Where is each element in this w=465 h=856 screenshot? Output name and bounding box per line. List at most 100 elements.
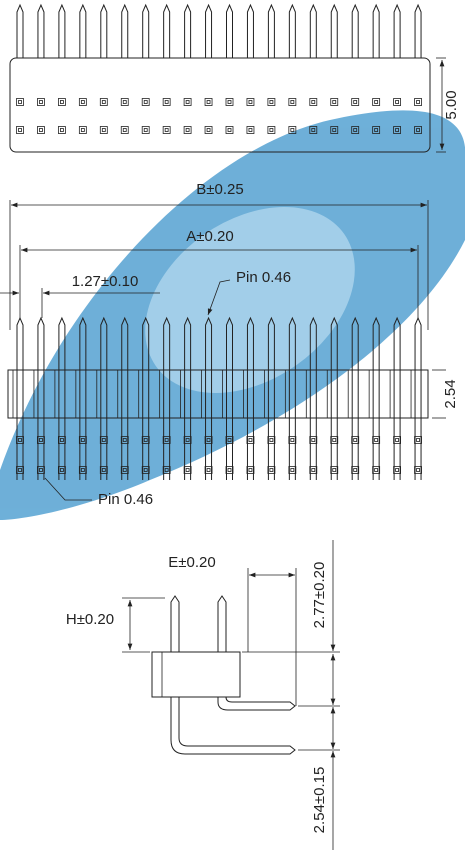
pin-pad [372,98,381,106]
pin [142,3,150,58]
side-view: E±0.20 H±0.20 2.77±0.20 2.54±0.15 [66,540,340,850]
pin-pad [374,468,379,472]
pin-pad [225,436,234,444]
pin [100,3,108,58]
pin-pad [246,436,255,444]
pin-pad [227,100,232,104]
pin-pad [60,468,64,472]
pin-pad [330,466,339,474]
pin-pad [101,438,106,442]
pin-pad [311,438,316,442]
pin-pad [16,436,24,444]
pin-pad [353,438,358,442]
pin-pad [288,126,297,134]
pin-pad [269,438,274,442]
pin-pad [16,98,24,106]
pin [16,316,24,480]
pin [121,3,129,58]
pin-pad [16,466,24,474]
pin-pad [290,468,295,472]
e-dim: E±0.20 [168,554,215,571]
pin-pad [269,128,274,132]
pin-pad [60,128,64,132]
pin-pad [37,436,45,444]
pin-pad [416,468,420,472]
pin [330,3,338,58]
pin-pad [372,466,381,474]
pin-pad [225,98,234,106]
pin-pad [330,126,339,134]
pin-pad [332,100,337,104]
pin-pad [143,468,148,472]
pin-pad [99,466,108,474]
pin-pad [16,126,24,134]
b-dim: B±0.25 [196,181,243,198]
pin-pad [311,100,316,104]
pin-pad [78,436,87,444]
pin-pad [311,468,316,472]
pin [267,3,275,58]
pin-pad [80,468,85,472]
pin [58,3,66,58]
pin [121,316,129,480]
pin-pad [101,100,106,104]
pin [142,316,150,480]
pin-pad [267,466,276,474]
pin-pad [248,128,253,132]
pin-pad [78,466,87,474]
row-dim: 2.54 [442,379,459,408]
pin-pad [39,128,43,132]
pin-pad [39,438,43,442]
pin-pad [18,468,22,472]
pin-pad [332,438,337,442]
pin [351,3,359,58]
pin-pad [288,98,297,106]
pin-pad [351,466,360,474]
pin-pad [414,126,422,134]
pin-pad [351,126,360,134]
pin-pad [162,436,171,444]
pin [351,316,359,480]
pin-pad [330,98,339,106]
pin-pad [120,436,129,444]
row-pitch-dim: 2.54±0.15 [311,767,328,834]
pin-pad [122,468,127,472]
pin-pad [330,436,339,444]
pin-pad [18,128,22,132]
pin [226,3,233,58]
pin-pad [80,438,85,442]
tail-dim: 2.77±0.20 [311,562,328,629]
pin [184,3,192,58]
a-dim: A±0.20 [186,228,233,245]
pin-pad [78,126,87,134]
pin-pad [290,438,295,442]
pin-pad [204,126,213,134]
pin [414,316,422,480]
pin-pad [288,466,297,474]
pin [393,3,401,58]
pin-pad [225,126,234,134]
pin-pad [37,466,45,474]
pin-pad [416,438,420,442]
pin-pad [395,468,400,472]
pin-pad [225,466,234,474]
pin [100,316,108,480]
pin-pad [353,100,358,104]
pin [246,3,254,58]
pin-pad [162,98,171,106]
pin [372,3,380,58]
pin-pad [311,128,316,132]
pin-pad [395,128,400,132]
pin-pad [309,466,318,474]
pin-pad [393,436,402,444]
pin [79,3,87,58]
pin [163,316,171,480]
pin-pad [101,128,106,132]
pin-pad [332,128,337,132]
pin-pad [164,128,169,132]
pin-pad [227,128,232,132]
pin-pad [122,128,127,132]
pin-pad [141,436,150,444]
pin-pad [39,100,43,104]
pin-pad [351,98,360,106]
